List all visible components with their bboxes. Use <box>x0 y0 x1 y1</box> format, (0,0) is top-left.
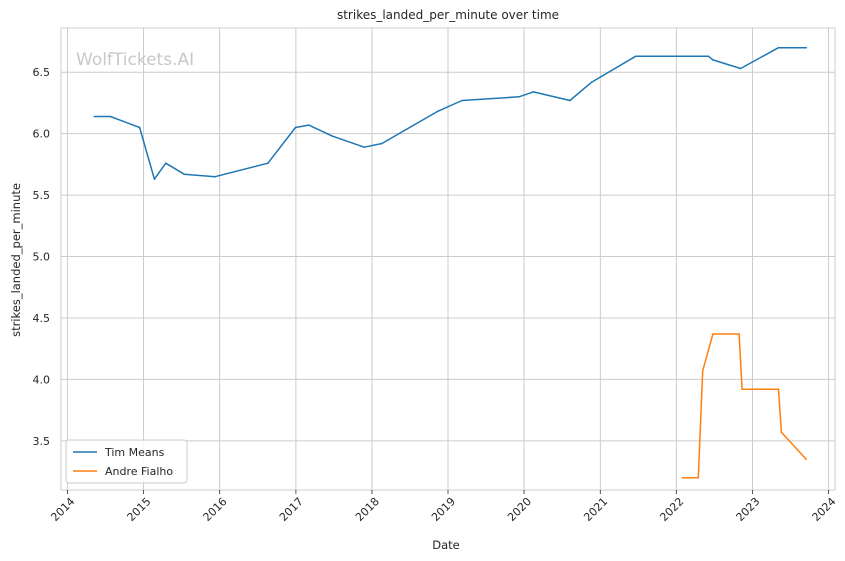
data-point-andre-fialho <box>805 458 807 461</box>
y-tick-label: 5.5 <box>33 189 51 202</box>
legend-label-tim-means: Tim Means <box>104 446 165 459</box>
data-point-andre-fialho <box>681 476 683 479</box>
data-point-tim-means <box>363 146 366 148</box>
data-point-andre-fialho <box>701 370 704 372</box>
data-point-tim-means <box>461 99 463 102</box>
data-point-tim-means <box>308 124 310 126</box>
data-point-andre-fialho <box>712 333 714 335</box>
data-point-tim-means <box>294 126 297 129</box>
watermark: WolfTickets.AI <box>76 50 194 70</box>
y-tick-label: 3.5 <box>33 435 51 448</box>
data-point-tim-means <box>109 115 112 118</box>
data-point-andre-fialho <box>741 388 743 391</box>
data-point-tim-means <box>532 91 535 93</box>
data-point-tim-means <box>331 135 334 137</box>
chart-title: strikes_landed_per_minute over time <box>337 8 559 22</box>
data-point-tim-means <box>518 96 520 98</box>
legend-box <box>65 439 188 484</box>
data-point-tim-means <box>436 110 439 113</box>
data-point-tim-means <box>138 126 141 129</box>
y-axis-label: strikes_landed_per_minute <box>9 183 23 337</box>
data-point-andre-fialho <box>738 333 740 335</box>
data-point-tim-means <box>569 99 571 102</box>
data-point-tim-means <box>591 81 593 83</box>
data-point-tim-means <box>165 162 167 164</box>
data-point-tim-means <box>707 55 710 58</box>
x-axis-label: Date <box>432 538 460 552</box>
data-point-tim-means <box>381 142 383 145</box>
data-point-tim-means <box>777 46 780 49</box>
y-tick-label: 4.5 <box>33 312 51 325</box>
data-point-tim-means <box>267 162 269 164</box>
y-tick-label: 5.0 <box>33 251 51 264</box>
data-point-andre-fialho <box>697 476 700 479</box>
legend: Tim Means Andre Fialho <box>65 439 188 484</box>
data-point-tim-means <box>93 115 96 118</box>
data-point-tim-means <box>183 173 185 175</box>
data-point-tim-means <box>153 178 156 180</box>
y-tick-label: 6.5 <box>33 66 51 79</box>
y-tick-label: 6.0 <box>33 128 51 141</box>
data-point-andre-fialho <box>777 388 780 391</box>
data-point-tim-means <box>805 46 807 49</box>
y-tick-label: 4.0 <box>33 373 51 386</box>
data-point-tim-means <box>712 59 714 61</box>
data-point-tim-means <box>214 175 216 178</box>
legend-label-andre-fialho: Andre Fialho <box>105 465 173 478</box>
grid-lines <box>61 28 835 490</box>
series-layer <box>93 46 807 479</box>
data-point-andre-fialho <box>780 431 783 434</box>
y-axis-ticks: 3.5 4.0 4.5 5.0 5.5 6.0 6.5 <box>33 66 51 448</box>
x-axis-ticks: 2014 2015 2016 2017 2018 2019 2020 2021 2022 2023… <box>48 490 839 524</box>
data-point-tim-means <box>634 55 637 58</box>
data-point-tim-means <box>739 67 742 70</box>
